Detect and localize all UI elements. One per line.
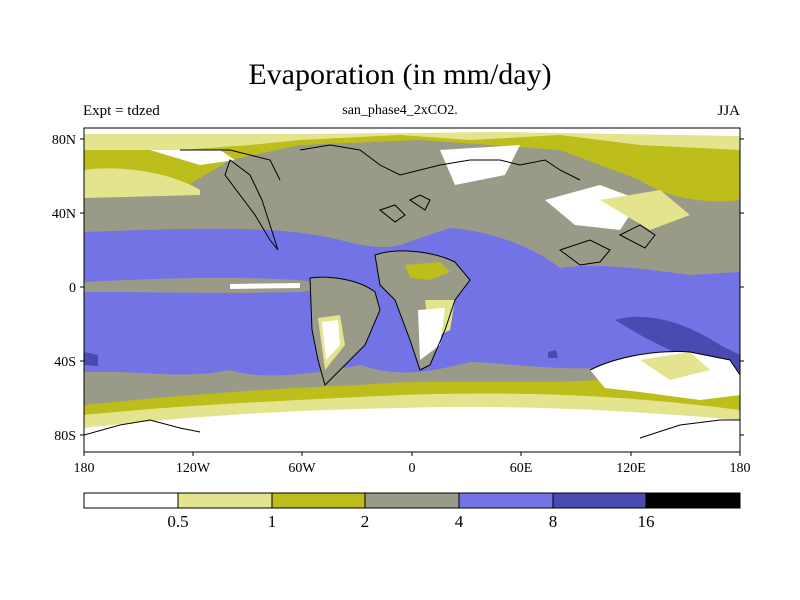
colorbar-level-1: 1 xyxy=(268,512,277,531)
coast-island-2 xyxy=(378,204,406,223)
northern-band xyxy=(84,128,740,202)
siberia-white xyxy=(440,145,520,185)
coast-west-continent xyxy=(224,159,279,251)
experiment-label: Expt = tdzed xyxy=(83,103,160,119)
colorbar-level-5: 16 xyxy=(638,512,655,531)
lon-label-120w: 120W xyxy=(176,461,211,476)
lon-label-60w: 60W xyxy=(288,461,316,476)
colorbar-level-3: 4 xyxy=(455,512,464,531)
south-america-white xyxy=(322,320,340,360)
coastlines xyxy=(84,144,740,439)
lat-label-40s: 40S xyxy=(54,355,76,370)
lat-label-80s: 80S xyxy=(54,429,76,444)
map-subtitle: san_phase4_2xCO2. xyxy=(342,103,458,118)
colorbar-level-2: 2 xyxy=(361,512,370,531)
southern-landmass-pale xyxy=(640,352,710,380)
colorbar-swatch-3 xyxy=(364,492,460,509)
coast-antarctic-west xyxy=(84,419,201,436)
colorbar: 0.5 1 2 4 8 16 xyxy=(83,492,741,531)
coast-asia-south xyxy=(558,239,611,266)
southern-white xyxy=(84,406,740,452)
dark-blue-indian xyxy=(548,350,558,358)
coast-north xyxy=(299,144,581,181)
colorbar-swatch-6 xyxy=(645,492,741,509)
coast-north-west xyxy=(180,149,281,181)
africa-yellow xyxy=(405,262,450,280)
map-title: Evaporation (in mm/day) xyxy=(248,58,552,91)
lon-label-120e: 120E xyxy=(616,461,646,476)
colorbar-swatch-5 xyxy=(552,492,647,509)
season-label: JJA xyxy=(717,103,740,119)
colorbar-swatch-0 xyxy=(83,492,179,509)
colorbar-swatch-4 xyxy=(458,492,554,509)
lon-label-180e: 180 xyxy=(730,461,751,476)
coast-southern-landmass xyxy=(589,351,740,376)
equatorial-strip xyxy=(84,277,340,293)
lat-label-0: 0 xyxy=(69,281,76,296)
coast-island-3 xyxy=(618,224,656,249)
coast-island-1 xyxy=(409,194,431,211)
lon-label-60e: 60E xyxy=(510,461,533,476)
colorbar-swatch-1 xyxy=(177,492,273,509)
colorbar-swatch-2 xyxy=(271,492,366,509)
lon-label-0: 0 xyxy=(409,461,416,476)
lat-label-80n: 80N xyxy=(52,133,76,148)
map-fill xyxy=(84,128,740,452)
lat-ticks xyxy=(80,138,744,436)
arctic-white xyxy=(84,128,740,136)
asia-desert-white xyxy=(545,185,640,230)
asia-pale xyxy=(600,190,690,230)
lat-label-40n: 40N xyxy=(52,207,76,222)
lon-label-180w: 180 xyxy=(74,461,95,476)
colorbar-level-0: 0.5 xyxy=(167,512,188,531)
equatorial-white xyxy=(230,283,300,289)
dark-blue-west xyxy=(84,352,98,366)
coast-south-america xyxy=(309,276,381,386)
alaska-white xyxy=(150,150,235,165)
north-pacific-pale xyxy=(84,168,200,198)
lon-ticks xyxy=(83,452,741,456)
colorbar-level-4: 8 xyxy=(549,512,558,531)
coast-antarctic-east xyxy=(639,419,740,439)
africa-white xyxy=(418,308,445,360)
coast-africa xyxy=(374,250,471,371)
